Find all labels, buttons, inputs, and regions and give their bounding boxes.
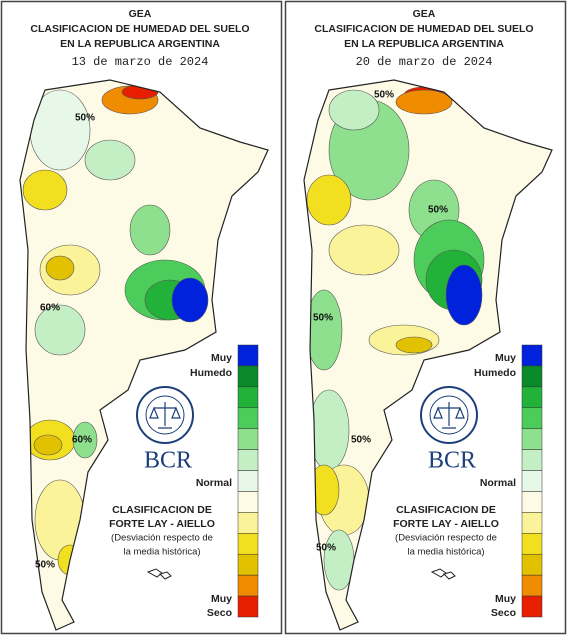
islands (146, 568, 172, 580)
legend-swatch (521, 512, 543, 534)
legend-swatch (521, 428, 543, 450)
legend-swatch (521, 595, 543, 618)
legend-label: Muy (495, 593, 516, 605)
legend-swatch (237, 574, 259, 597)
logo-scale (149, 402, 181, 429)
legend-swatch (237, 428, 259, 450)
classification-line: la media histórica) (123, 547, 200, 558)
map (20, 80, 268, 630)
legend-label: Muy (211, 593, 232, 605)
legend-swatch (237, 407, 259, 429)
map (304, 80, 552, 630)
contour-label: 50% (428, 205, 448, 216)
legend-swatch (521, 449, 543, 471)
legend-swatch (521, 574, 543, 597)
logo-scale (433, 402, 465, 429)
contour-label: 50% (35, 560, 55, 571)
date: 20 de marzo de 2024 (356, 55, 493, 69)
logo-text: BCR (144, 448, 192, 474)
date: 13 de marzo de 2024 (72, 55, 209, 69)
moisture-zone (84, 139, 136, 181)
legend-label: Normal (196, 477, 232, 489)
legend-swatch (237, 470, 259, 492)
panel: GEA CLASIFICACION DE HUMEDAD DEL SUELO EN … (284, 0, 567, 635)
legend-swatch (521, 470, 543, 492)
legend-swatch (237, 344, 259, 367)
legend-label: Seco (491, 607, 516, 619)
legend-label: Seco (207, 607, 232, 619)
legend-swatch (521, 344, 543, 367)
map-base (20, 80, 268, 630)
moisture-zone (328, 89, 380, 131)
legend-label: Muy (211, 352, 232, 364)
classification-line: CLASIFICACION DE (396, 504, 496, 516)
moisture-zone (171, 277, 209, 323)
classification-line: la media histórica) (407, 547, 484, 558)
classification-line: FORTE LAY - AIELLO (109, 518, 215, 530)
logo-inner (145, 395, 185, 435)
title-line: GEA (413, 8, 436, 20)
legend-swatch (521, 533, 543, 555)
legend-swatch (237, 491, 259, 513)
contour-label: 50% (351, 435, 371, 446)
legend-swatch (237, 512, 259, 534)
legend-swatch (521, 553, 543, 576)
legend-label: Humedo (190, 367, 232, 379)
classification-line: (Desviación respecto de (111, 533, 213, 544)
logo-inner (429, 395, 469, 435)
legend-swatch (521, 386, 543, 409)
contour-label: 60% (40, 303, 60, 314)
contour-label: 50% (313, 313, 333, 324)
moisture-zone (34, 304, 86, 356)
legend-swatch (521, 365, 543, 388)
classification-line: FORTE LAY - AIELLO (393, 518, 499, 530)
country-outline (19, 79, 269, 631)
title-line: CLASIFICACION DE HUMEDAD DEL SUELO (30, 23, 249, 35)
title-line: CLASIFICACION DE HUMEDAD DEL SUELO (314, 23, 533, 35)
panel: GEA CLASIFICACION DE HUMEDAD DEL SUELO EN … (0, 0, 283, 635)
legend-label: Normal (480, 477, 516, 489)
moisture-zone (129, 204, 171, 256)
logo-text: BCR (428, 448, 476, 474)
legend-label: Muy (495, 352, 516, 364)
contour-label: 60% (72, 435, 92, 446)
moisture-zone (33, 434, 63, 456)
moisture-zone (72, 421, 98, 459)
title-line: EN LA REPUBLICA ARGENTINA (344, 38, 504, 50)
contour-label: 50% (316, 543, 336, 554)
classification-line: CLASIFICACION DE (112, 504, 212, 516)
legend-swatch (237, 365, 259, 388)
legend-swatch (237, 533, 259, 555)
title-line: GEA (129, 8, 152, 20)
moisture-zone (328, 224, 400, 276)
moisture-zone (395, 336, 433, 354)
legend-label: Humedo (474, 367, 516, 379)
legend-swatch (237, 386, 259, 409)
islands (430, 568, 456, 580)
classification-line: (Desviación respecto de (395, 533, 497, 544)
legend-swatch (237, 449, 259, 471)
legend-swatch (521, 407, 543, 429)
moisture-zone (22, 169, 68, 211)
contour-label: 50% (374, 90, 394, 101)
title-line: EN LA REPUBLICA ARGENTINA (60, 38, 220, 50)
country-outline (303, 79, 553, 631)
legend-swatch (521, 491, 543, 513)
contour-label: 50% (75, 113, 95, 124)
moisture-zone (395, 89, 453, 115)
moisture-zone (445, 264, 483, 326)
moisture-zone (45, 255, 75, 281)
legend-swatch (237, 553, 259, 576)
legend-swatch (237, 595, 259, 618)
moisture-zone (306, 174, 352, 226)
